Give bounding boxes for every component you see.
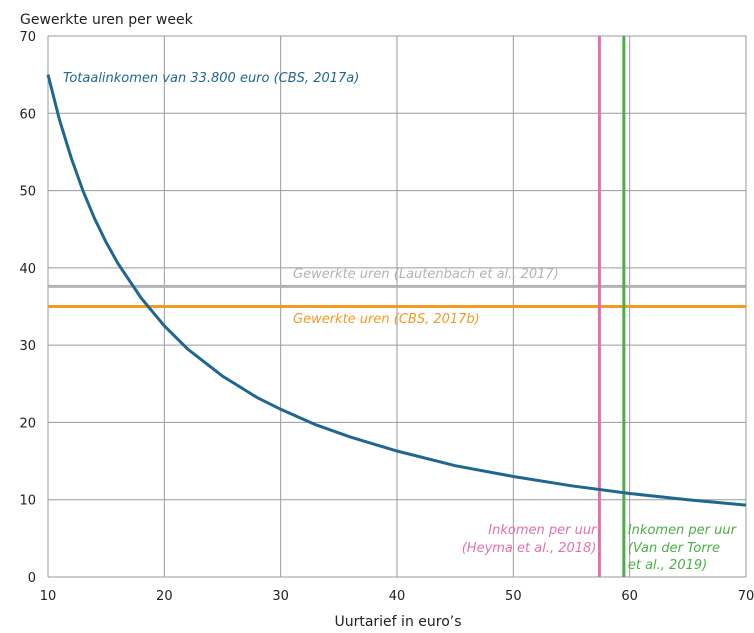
y-tick-labels: 0 10 20 30 40 50 60 70: [19, 30, 36, 586]
vline-label-heyma-line2: (Heyma et al., 2018): [462, 541, 597, 556]
series-label-totaalinkomen: Totaalinkomen van 33.800 euro (CBS, 2017…: [63, 71, 359, 86]
x-tick-label-70: 70: [738, 589, 754, 604]
reference-lines: [48, 36, 746, 577]
y-tick-label-20: 20: [19, 416, 36, 431]
annotations: Totaalinkomen van 33.800 euro (CBS, 2017…: [63, 71, 738, 573]
y-tick-label-40: 40: [19, 262, 36, 277]
vline-label-vandertorre-line1: Inkomen per uur: [628, 523, 738, 538]
x-tick-label-50: 50: [505, 589, 522, 604]
x-tick-label-20: 20: [156, 589, 173, 604]
y-axis-title: Gewerkte uren per week: [20, 12, 194, 28]
hline-label-lautenbach: Gewerkte uren (Lautenbach et al., 2017): [293, 267, 559, 282]
x-tick-label-40: 40: [389, 589, 406, 604]
y-tick-label-50: 50: [19, 185, 36, 200]
vline-label-vandertorre-line3: et al., 2019): [628, 558, 707, 573]
x-tick-labels: 10 20 30 40 50 60 70: [40, 589, 754, 604]
vline-label-vandertorre-line2: (Van der Torre: [628, 541, 720, 556]
hline-label-cbs: Gewerkte uren (CBS, 2017b): [293, 312, 480, 327]
x-tick-label-30: 30: [272, 589, 289, 604]
y-tick-label-0: 0: [28, 571, 36, 586]
vline-label-heyma-line1: Inkomen per uur: [488, 523, 598, 538]
y-tick-label-10: 10: [19, 494, 36, 509]
y-tick-label-60: 60: [19, 107, 36, 122]
y-tick-label-70: 70: [19, 30, 36, 45]
y-tick-label-30: 30: [19, 339, 36, 354]
x-axis-title: Uurtarief in euro’s: [334, 614, 461, 630]
x-tick-label-10: 10: [40, 589, 57, 604]
series-line-totaalinkomen: [46, 74, 747, 507]
x-tick-label-60: 60: [621, 589, 638, 604]
